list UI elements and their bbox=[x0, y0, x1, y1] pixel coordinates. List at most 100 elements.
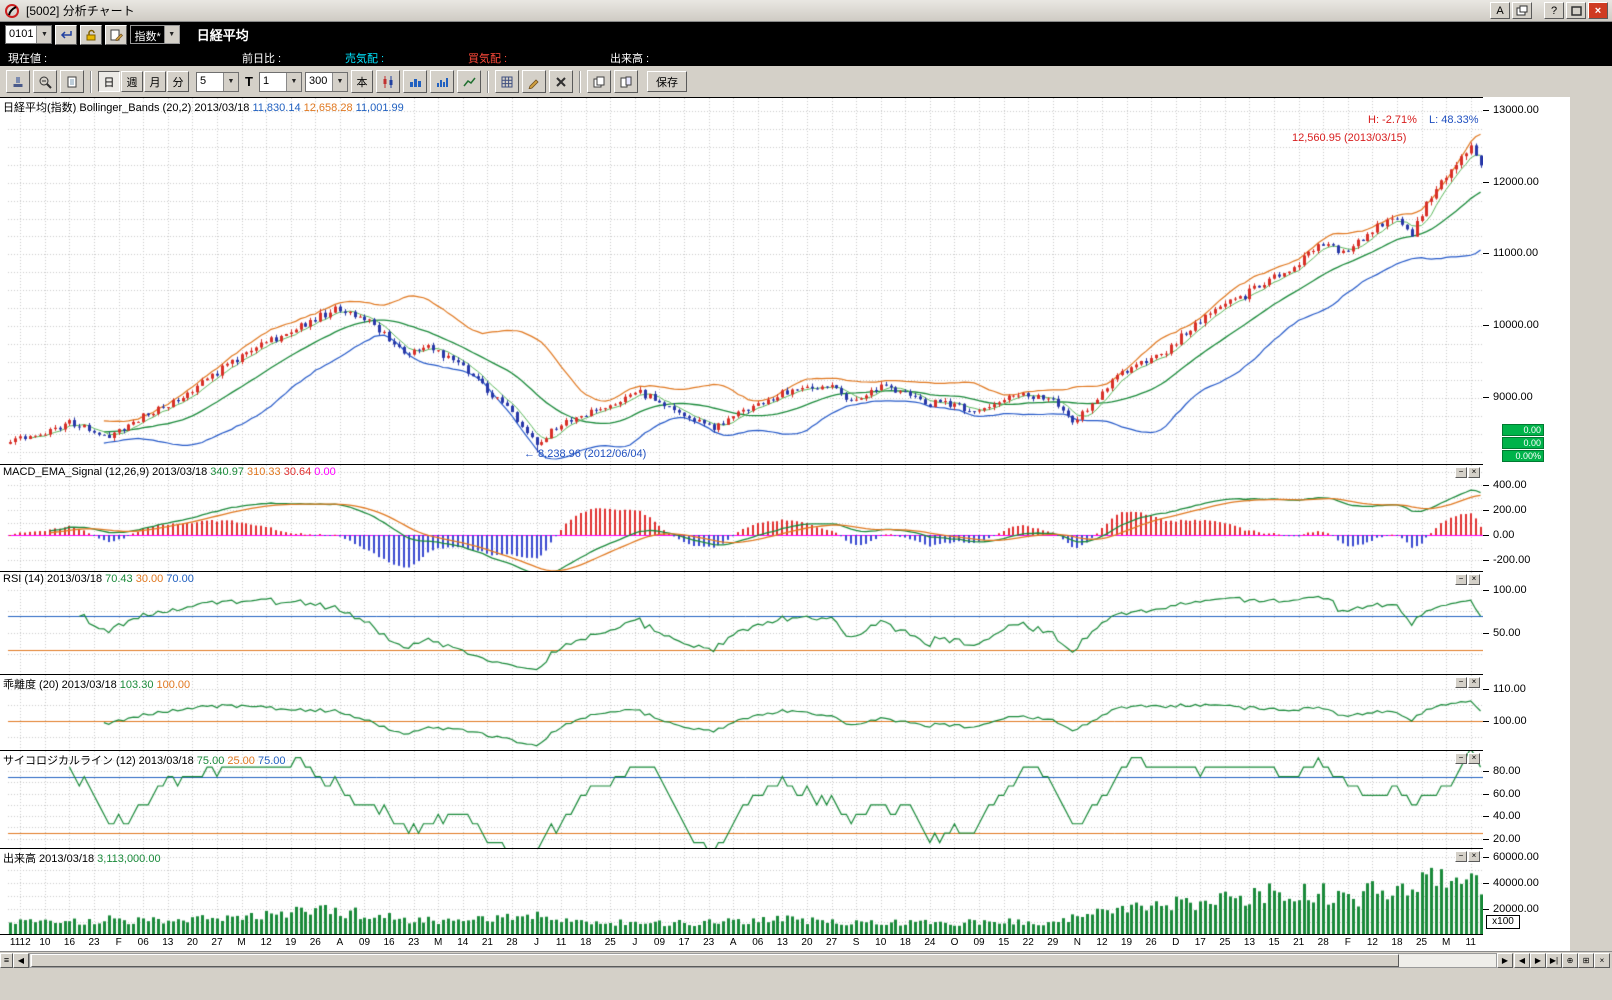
psychological-line-panel: サイコロジカルライン (12) 2013/03/18 75.00 25.00 7… bbox=[0, 751, 1483, 849]
x-axis-label: 11 bbox=[555, 937, 567, 948]
current-value-badge: 0.00 bbox=[1502, 424, 1544, 436]
panel-header-segment: 11,001.99 bbox=[355, 102, 404, 114]
axis-tick-label-psych: 80.00 bbox=[1493, 765, 1521, 777]
bars-unit-button[interactable]: 本 bbox=[350, 70, 373, 93]
axis-tick-label-price: 11000.00 bbox=[1493, 247, 1539, 259]
help-button[interactable]: ? bbox=[1544, 2, 1564, 19]
period-button-0[interactable]: 日 bbox=[98, 71, 120, 92]
x-axis-label: 28 bbox=[1317, 937, 1329, 948]
panel-close-button[interactable]: × bbox=[1468, 753, 1480, 764]
panel-header-segment: 103.30 bbox=[119, 679, 157, 691]
window-copy-button[interactable] bbox=[1512, 2, 1532, 19]
minute-select[interactable]: 5 ▼ bbox=[196, 71, 239, 92]
x-axis-label: M bbox=[1441, 937, 1451, 948]
x-axis-label: 20 bbox=[186, 937, 198, 948]
panel-minimize-button[interactable]: − bbox=[1455, 851, 1467, 862]
pages-button[interactable] bbox=[613, 70, 638, 93]
x-axis-label: 09 bbox=[358, 937, 371, 948]
period-button-3[interactable]: 分 bbox=[167, 71, 189, 92]
apply-code-button[interactable] bbox=[55, 24, 78, 45]
save-button[interactable]: 保存 bbox=[646, 71, 687, 92]
x-axis-label: 13 bbox=[776, 937, 788, 948]
chevron-down-icon[interactable]: ▼ bbox=[331, 72, 347, 91]
panel-header-segment: 30.64 bbox=[283, 466, 315, 478]
panel-header-segment: 25.00 bbox=[227, 755, 258, 767]
market-select[interactable]: 指数* ▼ bbox=[130, 25, 180, 44]
price-chart-canvas[interactable] bbox=[0, 98, 1483, 464]
volume-label: 出来高 : bbox=[610, 53, 650, 65]
bar-chart-type-button[interactable] bbox=[402, 70, 427, 93]
x-axis-label: 09 bbox=[973, 937, 985, 948]
x-axis-label: 17 bbox=[1194, 937, 1206, 948]
page-right-button[interactable]: ▶ bbox=[1530, 953, 1546, 968]
jump-to-end-button[interactable]: ▶| bbox=[1546, 953, 1562, 968]
chevron-down-icon[interactable]: ▼ bbox=[36, 26, 52, 43]
panel-minimize-button[interactable]: − bbox=[1455, 574, 1467, 585]
panel-minimize-button[interactable]: − bbox=[1455, 677, 1467, 688]
x-axis-label: 16 bbox=[63, 937, 76, 948]
close-button[interactable]: × bbox=[1588, 2, 1608, 19]
volume-chart-canvas[interactable] bbox=[0, 849, 1483, 934]
panel-close-button[interactable]: × bbox=[1468, 467, 1480, 478]
unlock-button[interactable] bbox=[80, 24, 103, 45]
candlestick-type-button[interactable] bbox=[375, 70, 400, 93]
panel-minimize-button[interactable]: − bbox=[1455, 467, 1467, 478]
panel-header-segment: 75.00 bbox=[257, 755, 286, 767]
grid-toggle-button[interactable] bbox=[494, 70, 519, 93]
x-axis-label: 15 bbox=[1268, 937, 1280, 948]
axis-tick-label-psych: 20.00 bbox=[1493, 833, 1521, 845]
macd-chart-canvas[interactable] bbox=[0, 465, 1483, 571]
chevron-down-icon[interactable]: ▼ bbox=[285, 72, 301, 91]
grid-settings-button[interactable]: ⊞ bbox=[1578, 953, 1594, 968]
volume-bars-button[interactable] bbox=[429, 70, 454, 93]
panel-header-segment: 3,113,000.00 bbox=[97, 853, 161, 865]
panel-header-segment: 12,658.28 bbox=[303, 102, 356, 114]
low-price-annotation: ← 8,238.96 (2012/06/04) bbox=[524, 448, 647, 460]
psychological-panel-header: サイコロジカルライン (12) 2013/03/18 75.00 25.00 7… bbox=[3, 752, 286, 768]
new-chart-button[interactable] bbox=[60, 70, 84, 93]
scrollbar-thumb[interactable] bbox=[31, 954, 1399, 967]
period-button-1[interactable]: 週 bbox=[121, 71, 143, 92]
font-size-button[interactable]: A bbox=[1490, 2, 1510, 19]
x-axis-label: F bbox=[115, 937, 122, 948]
chevron-down-icon[interactable]: ▼ bbox=[163, 26, 179, 43]
interval-select[interactable]: 1 ▼ bbox=[258, 71, 302, 92]
scrollbar-grip[interactable]: ≡ bbox=[0, 953, 13, 968]
symbol-code-value: 0101 bbox=[9, 28, 34, 40]
panel-close-button[interactable]: × bbox=[1468, 677, 1480, 688]
copy-chart-button[interactable] bbox=[586, 70, 611, 93]
period-button-2[interactable]: 月 bbox=[144, 71, 166, 92]
edit-memo-button[interactable] bbox=[105, 24, 128, 45]
x-axis-label: 25 bbox=[1219, 937, 1231, 948]
rsi-chart-canvas[interactable] bbox=[0, 572, 1483, 674]
bars-count-select[interactable]: 300 ▼ bbox=[304, 71, 348, 92]
x-axis-label: 13 bbox=[162, 937, 174, 948]
x-axis-label: J bbox=[632, 937, 638, 948]
scroll-right-button[interactable]: ▶ bbox=[1497, 953, 1513, 968]
kairi-chart-canvas[interactable] bbox=[0, 675, 1483, 750]
close-panel-button[interactable]: × bbox=[1594, 953, 1610, 968]
chevron-down-icon[interactable]: ▼ bbox=[223, 72, 238, 91]
panel-close-button[interactable]: × bbox=[1468, 574, 1480, 585]
symbol-name: 日経平均 bbox=[196, 28, 249, 43]
x-axis-label: 23 bbox=[703, 937, 715, 948]
volume-bars-icon bbox=[436, 77, 448, 87]
zoom-in-button[interactable]: ⊕ bbox=[1562, 953, 1578, 968]
scroll-left-button[interactable]: ◀ bbox=[13, 953, 29, 968]
panel-close-button[interactable]: × bbox=[1468, 851, 1480, 862]
line-chart-button[interactable] bbox=[456, 70, 481, 93]
psychological-chart-canvas[interactable] bbox=[0, 751, 1483, 848]
axis-tick-label-macd: 0.00 bbox=[1493, 529, 1515, 541]
symbol-code-input[interactable]: 0101 ▼ bbox=[5, 25, 53, 44]
x-axis-label: 06 bbox=[137, 937, 149, 948]
page-left-button[interactable]: ◀ bbox=[1514, 953, 1530, 968]
panel-minimize-button[interactable]: − bbox=[1455, 753, 1467, 764]
draw-tool-button[interactable] bbox=[521, 70, 546, 93]
zoom-out-button[interactable] bbox=[33, 70, 57, 93]
maximize-button[interactable] bbox=[1566, 2, 1586, 19]
erase-tool-button[interactable] bbox=[548, 70, 573, 93]
toolbar-separator bbox=[486, 70, 489, 93]
bar-chart-icon bbox=[409, 78, 421, 87]
panel-header-segment: MACD_EMA_Signal (12,26,9) 2013/03/18 bbox=[3, 466, 211, 478]
stamp-tool-button[interactable] bbox=[6, 70, 30, 93]
